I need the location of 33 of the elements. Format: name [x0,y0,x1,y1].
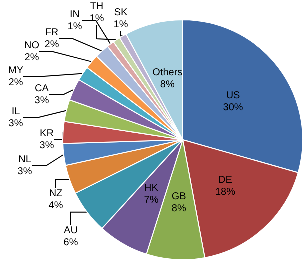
data-label: 2% [8,78,24,88]
data-label: 3% [8,118,24,130]
slice-label: FR [45,28,59,38]
slice-label: IL [12,106,21,118]
slice-label: NO [24,40,40,52]
data-label: 1% [114,20,128,30]
data-label: 4% [48,200,64,212]
data-label: 3% [34,96,50,106]
slice-label: NZ [49,188,63,200]
data-label: 2% [44,40,60,50]
slice-label: IN [70,10,80,20]
data-label: 8% [172,203,186,214]
slice-label: KR [40,128,54,140]
slice-label: TH [90,2,104,12]
slice-label: CA [35,84,50,94]
slice-label: HK [144,183,159,194]
slice-label: MY [8,66,24,76]
slice-label: GB [172,191,187,202]
data-label: 6% [64,238,78,248]
data-label: 18% [215,187,236,198]
slice-label: SK [114,8,128,18]
slice-label: US [226,90,241,102]
data-label: 1% [68,22,82,32]
data-label: 3% [18,166,32,178]
data-label: 30% [223,102,244,114]
slice-label: Others [152,67,183,78]
slice-label: AU [64,226,78,236]
data-label: 8% [160,79,175,90]
slice-label: DE [218,175,233,186]
slice-label: NL [18,154,32,166]
data-label: 7% [144,195,159,206]
data-label: 3% [40,140,54,152]
data-label: 2% [24,52,40,64]
